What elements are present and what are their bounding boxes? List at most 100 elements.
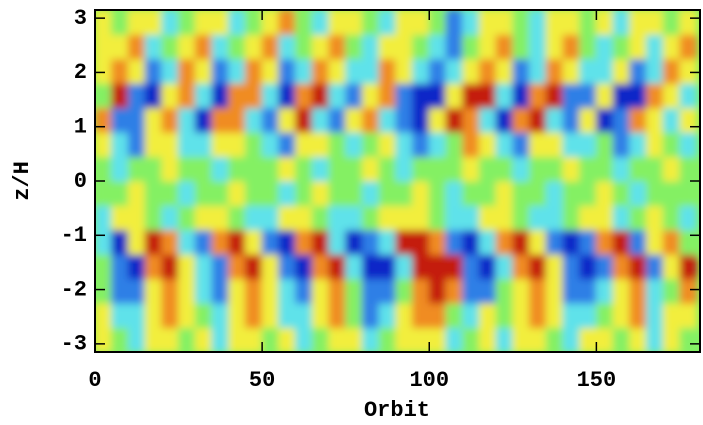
heatmap-cell — [629, 33, 648, 60]
heatmap-cell — [612, 10, 631, 35]
heatmap-cell — [562, 253, 581, 280]
heatmap-cell — [679, 131, 698, 158]
heatmap-cell — [361, 131, 380, 158]
heatmap-cell — [211, 131, 230, 158]
heatmap-cell — [595, 229, 614, 255]
heatmap-cell — [261, 180, 280, 206]
heatmap-cell — [595, 107, 614, 133]
heatmap-cell — [95, 156, 113, 182]
heatmap-cell — [295, 327, 313, 352]
heatmap-cell — [395, 302, 414, 329]
heatmap-cell — [361, 229, 380, 255]
heatmap-cell — [161, 33, 180, 60]
heatmap-cell — [95, 302, 113, 329]
heatmap-cell — [579, 82, 597, 109]
heatmap-cell — [261, 204, 280, 231]
heatmap-cell — [562, 278, 581, 304]
heatmap-cell — [278, 204, 297, 231]
heatmap-cell — [295, 302, 313, 329]
heatmap-cell — [144, 278, 163, 304]
y-tick-label: 3 — [74, 6, 87, 31]
heatmap-cell — [478, 33, 497, 60]
heatmap-cell — [412, 204, 430, 231]
heatmap-cell — [311, 253, 330, 280]
heatmap-cell — [562, 327, 581, 352]
heatmap-cell — [529, 327, 547, 352]
heatmap-cell — [278, 10, 297, 35]
heatmap-cell — [478, 107, 497, 133]
heatmap-cell — [111, 131, 129, 158]
heatmap-cell — [629, 229, 648, 255]
heatmap-cell — [311, 107, 330, 133]
heatmap-cell — [161, 327, 180, 352]
heatmap-cell — [478, 58, 497, 84]
heatmap-cell — [478, 229, 497, 255]
heatmap-cell — [445, 204, 464, 231]
heatmap-cell — [545, 278, 564, 304]
heatmap-cell — [161, 156, 180, 182]
heatmap-cell — [629, 180, 648, 206]
heatmap-cell — [629, 107, 648, 133]
heatmap-cell — [662, 10, 681, 35]
heatmap-cell — [579, 229, 597, 255]
heatmap-cell — [144, 33, 163, 60]
heatmap-cell — [295, 82, 313, 109]
heatmap-cell — [228, 327, 246, 352]
heatmap-cell — [612, 278, 631, 304]
heatmap-cell — [545, 302, 564, 329]
heatmap-cell — [161, 302, 180, 329]
heatmap-cell — [445, 33, 464, 60]
heatmap-cell — [228, 82, 246, 109]
heatmap-cell — [495, 204, 514, 231]
heatmap-cell — [244, 33, 263, 60]
heatmap-cell — [512, 107, 531, 133]
heatmap-cell — [311, 302, 330, 329]
heatmap-cell — [211, 253, 230, 280]
heatmap-cell — [646, 131, 664, 158]
heatmap-cell — [445, 229, 464, 255]
heatmap-cell — [462, 10, 480, 35]
heatmap-cell — [428, 33, 447, 60]
heatmap-cell — [178, 131, 196, 158]
heatmap-cell — [579, 10, 597, 35]
heatmap-cell — [278, 278, 297, 304]
heatmap-cell — [545, 107, 564, 133]
heatmap-cell — [278, 302, 297, 329]
heatmap-cell — [95, 253, 113, 280]
heatmap-cell — [144, 10, 163, 35]
heatmap-cell — [228, 229, 246, 255]
heatmap-cell — [194, 229, 213, 255]
heatmap-cell — [629, 253, 648, 280]
heatmap-cell — [529, 82, 547, 109]
heatmap-cell — [244, 180, 263, 206]
heatmap-cell — [111, 33, 129, 60]
heatmap-cell — [228, 156, 246, 182]
heatmap-cell — [462, 302, 480, 329]
heatmap-cell — [328, 131, 347, 158]
heatmap-cell — [579, 204, 597, 231]
heatmap-cell — [244, 10, 263, 35]
heatmap-cell — [679, 278, 698, 304]
heatmap-cell — [478, 82, 497, 109]
heatmap-cell — [612, 82, 631, 109]
heatmap-cell — [111, 302, 129, 329]
heatmap-cell — [345, 204, 363, 231]
heatmap-cell — [328, 58, 347, 84]
heatmap-cell — [345, 278, 363, 304]
heatmap-cell — [178, 204, 196, 231]
heatmap-cell — [178, 302, 196, 329]
heatmap-cell — [95, 58, 113, 84]
heatmap-cell — [178, 33, 196, 60]
heatmap-cell — [95, 82, 113, 109]
heatmap-cell — [679, 156, 698, 182]
heatmap-cell — [194, 58, 213, 84]
heatmap-cell — [545, 204, 564, 231]
heatmap-cell — [127, 82, 146, 109]
heatmap-cell — [579, 156, 597, 182]
heatmap-cell — [562, 82, 581, 109]
heatmap-cell — [345, 10, 363, 35]
heatmap-cell — [111, 278, 129, 304]
heatmap-cell — [244, 131, 263, 158]
heatmap-cell — [462, 204, 480, 231]
heatmap-cell — [144, 58, 163, 84]
